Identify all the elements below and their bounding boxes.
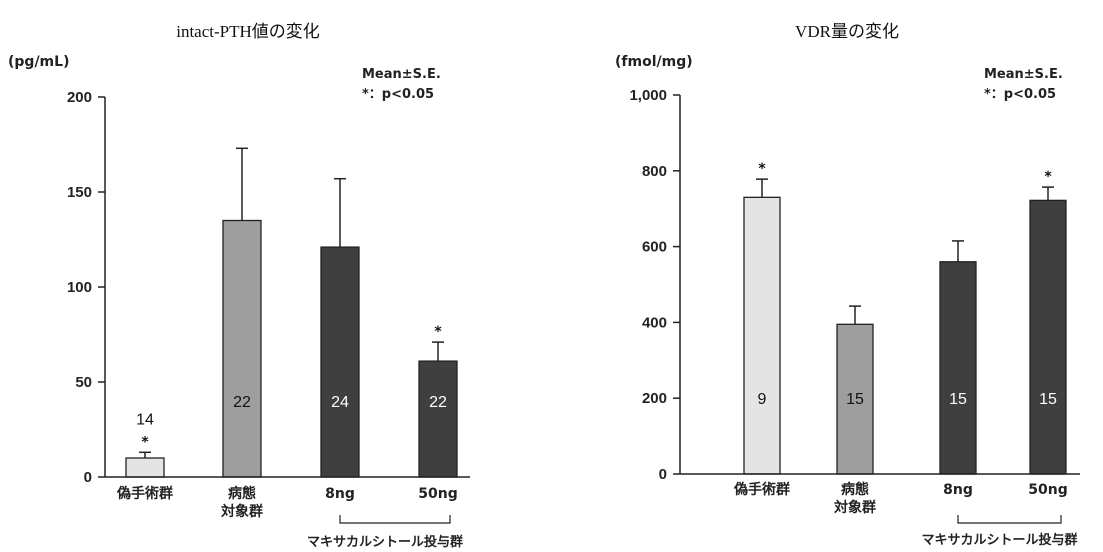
significance-marker: * [758,161,766,177]
group-label: マキサカルシトール投与群 [307,534,463,550]
y-tick-label: 200 [67,89,92,106]
bar [320,246,360,478]
y-tick-label: 50 [75,374,92,391]
chart-2: VDR量の変化 (fmol/mg) Mean±S.E. *：p<0.05 0 200 400… [615,22,1080,548]
group-bracket [957,515,1062,524]
legend-note: Mean±S.E. [362,67,441,82]
category-label: 病態 [228,485,256,502]
bar [418,360,458,478]
category-label: 8ng [325,486,355,502]
sample-size-label: 24 [331,394,349,411]
sample-size-label: 15 [1039,391,1057,408]
category-label: 50ng [1028,482,1067,498]
sample-size-label: 15 [846,391,864,408]
category-label: 対象群 [220,503,263,520]
chart-1: intact-PTH値の変化 (pg/mL) Mean±S.E. *：p<0.05 0 5… [8,22,470,550]
group-bracket [339,515,451,524]
legend-note: *：p<0.05 [984,87,1056,102]
legend-note: *：p<0.05 [362,87,434,102]
bar [1029,199,1067,475]
significance-marker: * [141,434,149,450]
y-tick-label: 100 [67,279,92,296]
category-label: 病態 [841,481,869,498]
sample-size-label: 22 [233,394,251,411]
y-tick-label: 200 [642,390,667,407]
bar [222,219,262,478]
sample-size-label: 22 [429,394,447,411]
y-tick-label: 0 [84,469,92,486]
chart-title: VDR量の変化 [795,22,899,41]
sample-size-label: 14 [136,411,154,428]
sample-size-label: 9 [758,391,767,408]
significance-marker: * [434,324,442,340]
y-tick-label: 0 [659,466,667,483]
y-tick-label: 400 [642,314,667,331]
category-label: 50ng [418,486,457,502]
y-unit-label: (fmol/mg) [615,54,693,70]
category-label: 偽手術群 [116,485,173,502]
y-tick-label: 600 [642,239,667,256]
bar [125,457,165,478]
category-label: 偽手術群 [733,481,790,498]
category-label: 対象群 [833,499,876,516]
bar [743,196,781,475]
significance-marker: * [1044,169,1052,185]
category-label: 8ng [943,482,973,498]
sample-size-label: 15 [949,391,967,408]
y-unit-label: (pg/mL) [8,54,69,70]
group-label: マキサカルシトール投与群 [921,532,1077,548]
legend-note: Mean±S.E. [984,67,1063,82]
y-tick-label: 150 [67,184,92,201]
y-tick-label: 1,000 [629,87,667,104]
y-tick-label: 800 [642,163,667,180]
chart-title: intact-PTH値の変化 [176,22,320,41]
bar [939,261,977,475]
